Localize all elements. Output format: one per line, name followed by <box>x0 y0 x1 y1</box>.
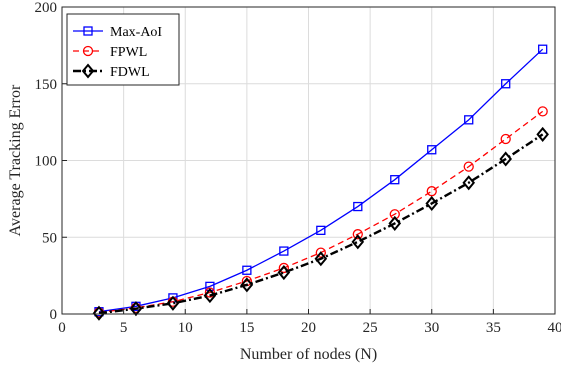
series-layer <box>92 44 549 321</box>
data-point <box>388 215 402 231</box>
legend-marker <box>83 26 93 36</box>
x-axis-label: Number of nodes (N) <box>240 346 377 363</box>
data-point <box>278 262 290 274</box>
legend-marker <box>81 63 95 79</box>
y-tick-label: 50 <box>42 230 57 246</box>
data-point <box>352 229 363 240</box>
data-point <box>240 277 254 293</box>
data-point <box>242 265 252 275</box>
x-tick-label: 10 <box>178 320 193 336</box>
data-point <box>500 133 511 145</box>
data-point <box>277 264 291 281</box>
data-point <box>353 201 363 212</box>
legend-label: FDWL <box>110 65 150 80</box>
legend: Max-AoI FPWL FDWL <box>66 13 180 86</box>
data-point <box>316 225 326 235</box>
y-tick-label: 100 <box>35 154 58 170</box>
data-point <box>536 126 549 142</box>
data-point <box>538 44 548 54</box>
x-tick-label: 40 <box>548 320 561 336</box>
y-tick-label: 200 <box>35 0 58 16</box>
data-point <box>390 175 400 185</box>
data-point <box>499 151 513 167</box>
data-point <box>464 115 474 125</box>
data-point <box>279 246 289 256</box>
data-point <box>92 305 106 321</box>
x-tick-label: 5 <box>120 320 128 336</box>
data-point <box>314 251 328 267</box>
data-point <box>425 195 439 212</box>
y-tick-label: 150 <box>35 77 58 93</box>
data-point <box>166 295 180 311</box>
data-point <box>501 79 511 89</box>
data-point <box>315 247 326 258</box>
data-point <box>462 175 476 191</box>
x-tick-label: 30 <box>424 320 439 336</box>
data-point <box>203 288 217 304</box>
y-axis-label: Average Tracking Error <box>7 84 24 236</box>
ticks: 0 5 10 15 20 25 30 35 40 0 50 100 150 200 <box>35 0 561 336</box>
legend-marker <box>82 45 94 57</box>
grid <box>62 7 555 314</box>
x-tick-label: 20 <box>301 320 316 336</box>
legend-label: Max-AoI <box>110 25 162 40</box>
x-tick-label: 25 <box>363 320 378 336</box>
data-point <box>426 186 437 197</box>
y-tick-label: 0 <box>50 307 58 323</box>
x-tick-label: 35 <box>486 320 501 336</box>
data-point <box>351 234 365 250</box>
legend-label: FPWL <box>110 45 147 60</box>
data-point <box>427 145 437 155</box>
data-point <box>463 161 474 172</box>
series-2 <box>92 126 549 321</box>
data-point <box>204 287 216 298</box>
data-point <box>537 106 548 117</box>
data-point <box>129 301 143 317</box>
x-tick-label: 0 <box>58 320 66 336</box>
x-tick-label: 15 <box>239 320 254 336</box>
series-line <box>98 133 544 315</box>
